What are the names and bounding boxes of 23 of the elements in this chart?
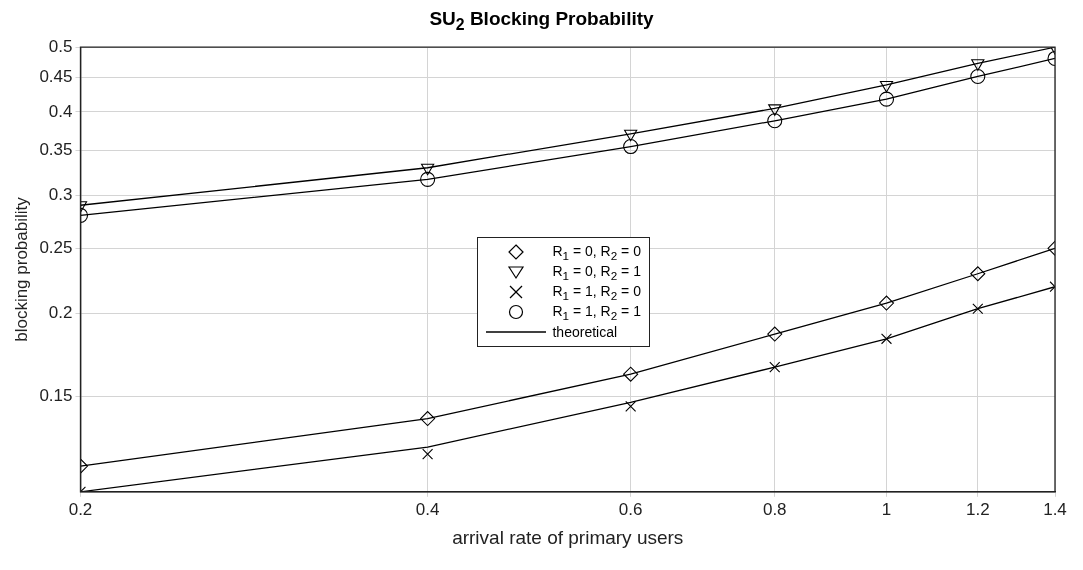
x-tick-label: 1.4 xyxy=(1043,499,1067,519)
legend-label: R$_{1}$ = 0, R$_{2}$ = 0 xyxy=(552,242,641,262)
legend-label: R$_{1}$ = 1, R$_{2}$ = 0 xyxy=(552,282,641,302)
legend-label: R$_{1}$ = 1, R$_{2}$ = 1 xyxy=(552,302,641,322)
x-tick-label: 0.4 xyxy=(415,499,440,519)
legend-label: theoretical xyxy=(552,324,618,341)
y-tick-label: 0.15 xyxy=(39,386,73,406)
y-tick-label: 0.45 xyxy=(39,67,73,87)
legend-label: R$_{1}$ = 0, R$_{2}$ = 1 xyxy=(552,262,641,282)
x-axis-title: arrival rate of primary users xyxy=(452,526,684,548)
x-tick-label: 0.6 xyxy=(618,499,643,519)
y-tick-label: 0.2 xyxy=(48,302,73,322)
x-tick-label: 1.2 xyxy=(965,499,990,519)
y-tick-label: 0.4 xyxy=(48,101,73,121)
y-tick-label: 0.25 xyxy=(39,237,73,257)
x-tick-label: 1 xyxy=(881,499,892,519)
x-tick-label: 0.2 xyxy=(68,499,93,519)
chart-title: SU$_{2}$ Blocking Probability xyxy=(428,8,655,34)
y-tick-label: 0.35 xyxy=(39,140,73,160)
y-tick-label: 0.5 xyxy=(48,36,73,56)
y-tick-label: 0.3 xyxy=(48,185,73,205)
x-tick-label: 0.8 xyxy=(762,499,787,519)
y-axis-title: blocking probability xyxy=(11,196,31,342)
